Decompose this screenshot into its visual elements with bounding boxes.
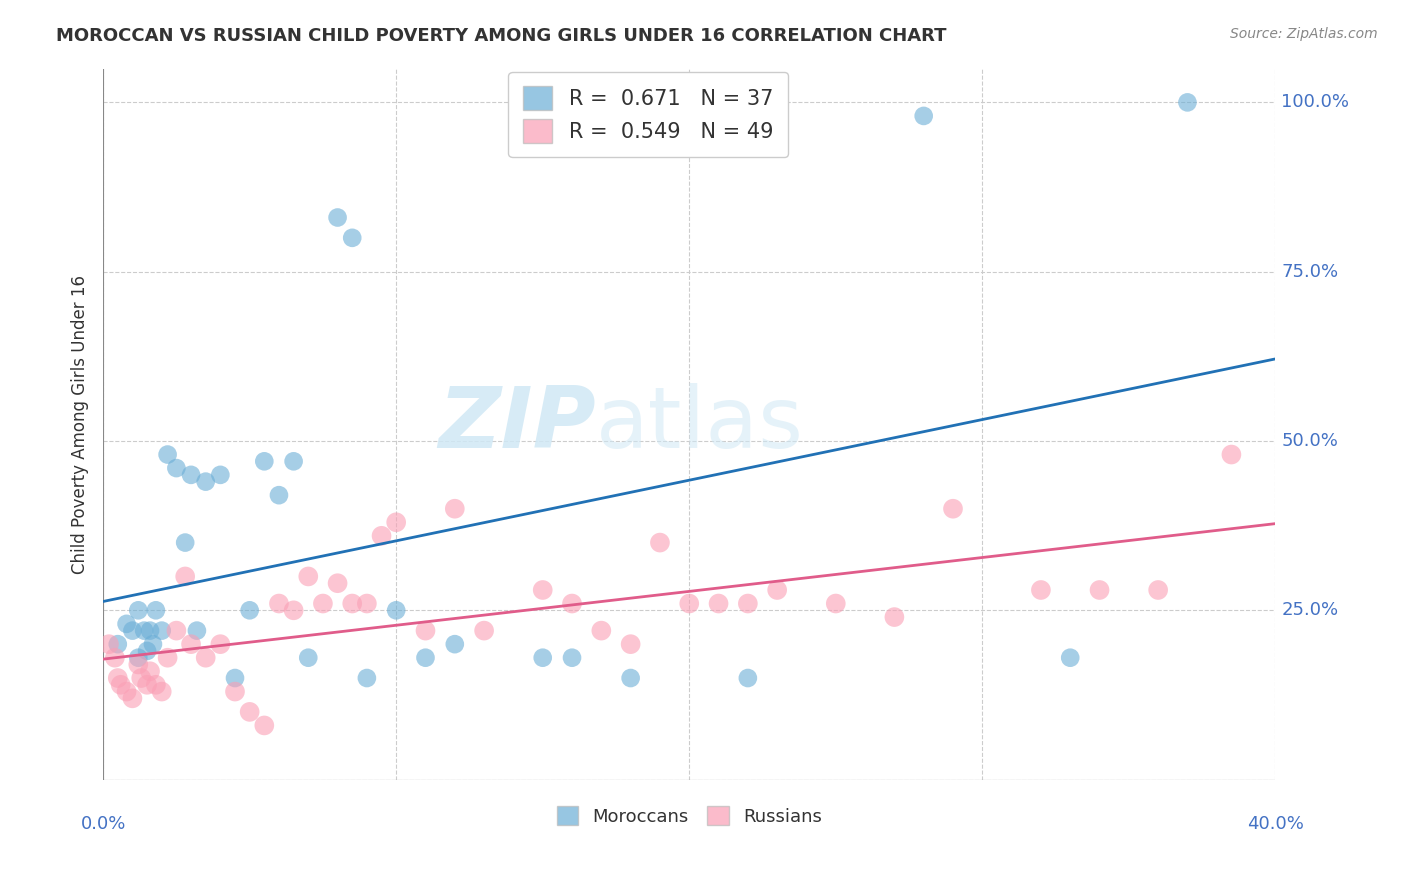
Point xyxy=(165,461,187,475)
Point xyxy=(127,657,149,672)
Point xyxy=(145,603,167,617)
Point xyxy=(194,650,217,665)
Point xyxy=(180,637,202,651)
Point xyxy=(766,582,789,597)
Point xyxy=(1059,650,1081,665)
Point xyxy=(283,603,305,617)
Point xyxy=(1147,582,1170,597)
Point xyxy=(531,582,554,597)
Point xyxy=(186,624,208,638)
Point xyxy=(98,637,121,651)
Point xyxy=(209,637,232,651)
Point xyxy=(174,535,197,549)
Text: atlas: atlas xyxy=(596,383,803,466)
Point xyxy=(174,569,197,583)
Point xyxy=(267,597,290,611)
Point xyxy=(129,671,152,685)
Point xyxy=(737,597,759,611)
Point xyxy=(883,610,905,624)
Text: 100.0%: 100.0% xyxy=(1281,94,1350,112)
Point xyxy=(115,616,138,631)
Point xyxy=(561,650,583,665)
Text: 75.0%: 75.0% xyxy=(1281,262,1339,281)
Legend: Moroccans, Russians: Moroccans, Russians xyxy=(547,797,831,835)
Point xyxy=(678,597,700,611)
Point xyxy=(620,637,643,651)
Text: 40.0%: 40.0% xyxy=(1247,815,1303,833)
Point xyxy=(224,684,246,698)
Point xyxy=(1220,448,1243,462)
Text: 0.0%: 0.0% xyxy=(80,815,125,833)
Point xyxy=(127,603,149,617)
Point xyxy=(224,671,246,685)
Point xyxy=(737,671,759,685)
Point xyxy=(297,569,319,583)
Point xyxy=(472,624,495,638)
Point xyxy=(283,454,305,468)
Point xyxy=(156,448,179,462)
Point xyxy=(415,624,437,638)
Point xyxy=(1177,95,1199,110)
Point xyxy=(107,671,129,685)
Point xyxy=(139,624,162,638)
Point xyxy=(912,109,935,123)
Text: 25.0%: 25.0% xyxy=(1281,601,1339,619)
Point xyxy=(180,467,202,482)
Y-axis label: Child Poverty Among Girls Under 16: Child Poverty Among Girls Under 16 xyxy=(72,275,89,574)
Point xyxy=(385,603,408,617)
Point xyxy=(326,576,349,591)
Point xyxy=(194,475,217,489)
Point xyxy=(239,705,262,719)
Point xyxy=(356,597,378,611)
Point xyxy=(150,684,173,698)
Text: ZIP: ZIP xyxy=(437,383,596,466)
Point xyxy=(239,603,262,617)
Point xyxy=(104,650,127,665)
Point xyxy=(267,488,290,502)
Point xyxy=(139,665,162,679)
Point xyxy=(707,597,730,611)
Text: Source: ZipAtlas.com: Source: ZipAtlas.com xyxy=(1230,27,1378,41)
Point xyxy=(150,624,173,638)
Point xyxy=(136,644,159,658)
Text: MOROCCAN VS RUSSIAN CHILD POVERTY AMONG GIRLS UNDER 16 CORRELATION CHART: MOROCCAN VS RUSSIAN CHILD POVERTY AMONG … xyxy=(56,27,946,45)
Point xyxy=(370,529,392,543)
Point xyxy=(1029,582,1052,597)
Point xyxy=(531,650,554,665)
Point xyxy=(209,467,232,482)
Point xyxy=(1088,582,1111,597)
Point xyxy=(142,637,165,651)
Point xyxy=(342,597,364,611)
Point xyxy=(942,501,965,516)
Point xyxy=(127,650,149,665)
Point xyxy=(253,718,276,732)
Point xyxy=(648,535,671,549)
Point xyxy=(326,211,349,225)
Point xyxy=(110,678,132,692)
Point xyxy=(312,597,335,611)
Point xyxy=(443,501,465,516)
Point xyxy=(824,597,846,611)
Point xyxy=(253,454,276,468)
Point xyxy=(107,637,129,651)
Point xyxy=(121,624,143,638)
Point xyxy=(591,624,613,638)
Point xyxy=(121,691,143,706)
Point xyxy=(115,684,138,698)
Point xyxy=(156,650,179,665)
Point xyxy=(145,678,167,692)
Point xyxy=(297,650,319,665)
Point xyxy=(134,624,156,638)
Point xyxy=(620,671,643,685)
Point xyxy=(443,637,465,651)
Point xyxy=(356,671,378,685)
Point xyxy=(136,678,159,692)
Text: 50.0%: 50.0% xyxy=(1281,432,1339,450)
Point xyxy=(415,650,437,665)
Point xyxy=(561,597,583,611)
Point xyxy=(165,624,187,638)
Point xyxy=(385,515,408,529)
Point xyxy=(342,231,364,245)
